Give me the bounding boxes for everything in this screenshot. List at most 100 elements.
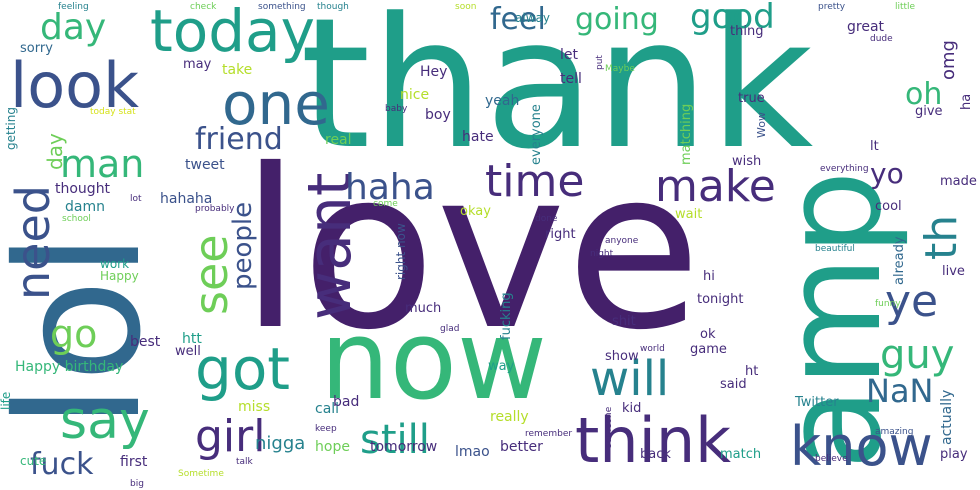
word-sorry: sorry: [20, 41, 53, 56]
word-ht: ht: [745, 364, 759, 379]
word-matching: matching: [679, 103, 694, 165]
word-real: real: [325, 132, 352, 148]
word-girl: girl: [195, 411, 266, 462]
word-already: already: [892, 236, 907, 285]
word-back: back: [640, 447, 671, 462]
word-happy: Happy: [100, 269, 139, 283]
word-made: made: [940, 174, 977, 189]
word-remember: remember: [525, 429, 573, 439]
word-work: work: [100, 257, 130, 271]
word-everyone: everyone: [529, 104, 544, 165]
word-twitter: Twitter: [795, 395, 839, 410]
word-play: play: [940, 447, 968, 462]
word-show: show: [605, 349, 639, 364]
word-game: game: [690, 342, 727, 357]
word-nigga: nigga: [255, 433, 306, 454]
word-look: look: [10, 49, 139, 122]
word-today-stat: today stat: [90, 107, 136, 117]
word-time: time: [485, 156, 585, 207]
word-probably: probably: [195, 204, 235, 214]
word-big: big: [130, 479, 144, 489]
word-tonight: tonight: [697, 292, 744, 307]
word-wish: wish: [732, 154, 762, 169]
word-know: know: [790, 415, 933, 478]
word-give: give: [915, 104, 943, 119]
word-tweet: tweet: [185, 157, 225, 173]
word-way: way: [488, 359, 515, 374]
word-better: better: [500, 439, 543, 455]
word-people: people: [228, 201, 258, 290]
word-one: one: [222, 70, 330, 138]
word-miss: miss: [238, 399, 271, 415]
word-okay: okay: [460, 204, 491, 219]
word-lmao: lmao: [455, 444, 490, 460]
word-going: going: [575, 2, 659, 37]
word-said: said: [720, 377, 747, 392]
word-sometime: Sometime: [178, 469, 224, 479]
word-still: still: [360, 417, 430, 463]
word-feel: feel: [490, 2, 546, 37]
word-may: may: [183, 57, 212, 72]
word-pretty: pretty: [818, 2, 846, 12]
word-thought: thought: [55, 181, 111, 197]
word-let: let: [560, 47, 578, 63]
word-actually: actually: [939, 389, 955, 445]
word-dude: dude: [870, 34, 893, 44]
word-kid: kid: [622, 401, 642, 416]
word-cute: cute: [20, 454, 47, 468]
word-believe: believe: [815, 454, 848, 464]
word-match: match: [720, 447, 762, 462]
word-feeling: feeling: [58, 2, 89, 12]
word-got: got: [195, 335, 291, 403]
word-guy: guy: [880, 332, 955, 378]
word-need: need: [6, 185, 60, 300]
word-htt: htt: [182, 331, 202, 347]
word-thank: thank: [300, 0, 814, 189]
word-check: check: [190, 2, 217, 12]
word-yo: yo: [870, 157, 904, 190]
word-though: though: [317, 2, 349, 12]
word-glad: glad: [440, 324, 460, 334]
word-soon: soon: [455, 2, 477, 12]
word-love: love: [240, 122, 702, 378]
word-live: live: [942, 264, 965, 279]
word-good: good: [690, 0, 775, 37]
word-yeah: yeah: [485, 93, 520, 109]
word-come: come: [373, 199, 398, 209]
word-great: great: [847, 19, 885, 35]
word-first: first: [120, 454, 148, 470]
word-ok: ok: [700, 327, 716, 342]
word-alway: alway: [515, 11, 550, 25]
word-beautiful: beautiful: [815, 244, 855, 254]
word-wait: wait: [675, 207, 703, 222]
word-school: school: [62, 214, 91, 224]
word-today: today: [150, 0, 315, 65]
word-shit: shit: [612, 314, 636, 329]
word-getting: getting: [4, 107, 18, 150]
word-wow: Wow: [755, 112, 768, 138]
word-world: world: [640, 344, 665, 354]
word-night: night: [590, 249, 614, 259]
word-hi: hi: [703, 269, 715, 284]
word-hey: Hey: [420, 64, 448, 80]
word-day: day: [43, 133, 67, 170]
word-fucking: fucking: [499, 292, 514, 340]
word-thing: thing: [730, 24, 764, 39]
word-think: think: [575, 404, 732, 477]
word-best: best: [130, 334, 161, 350]
word-well: well: [175, 344, 201, 359]
word-put: put: [595, 55, 605, 70]
word-will: will: [590, 351, 670, 407]
word-th: th: [916, 214, 967, 260]
word-haha: haha: [345, 167, 435, 208]
word-omg: omg: [938, 40, 959, 80]
word-hahaha: hahaha: [160, 191, 213, 207]
word-damn: damn: [65, 199, 105, 215]
word-take: take: [222, 62, 253, 78]
word-life: life: [0, 391, 13, 410]
word-much: much: [405, 301, 442, 316]
word-oh: oh: [905, 77, 943, 112]
word-ye: ye: [885, 276, 939, 327]
word-call: call: [315, 401, 340, 417]
